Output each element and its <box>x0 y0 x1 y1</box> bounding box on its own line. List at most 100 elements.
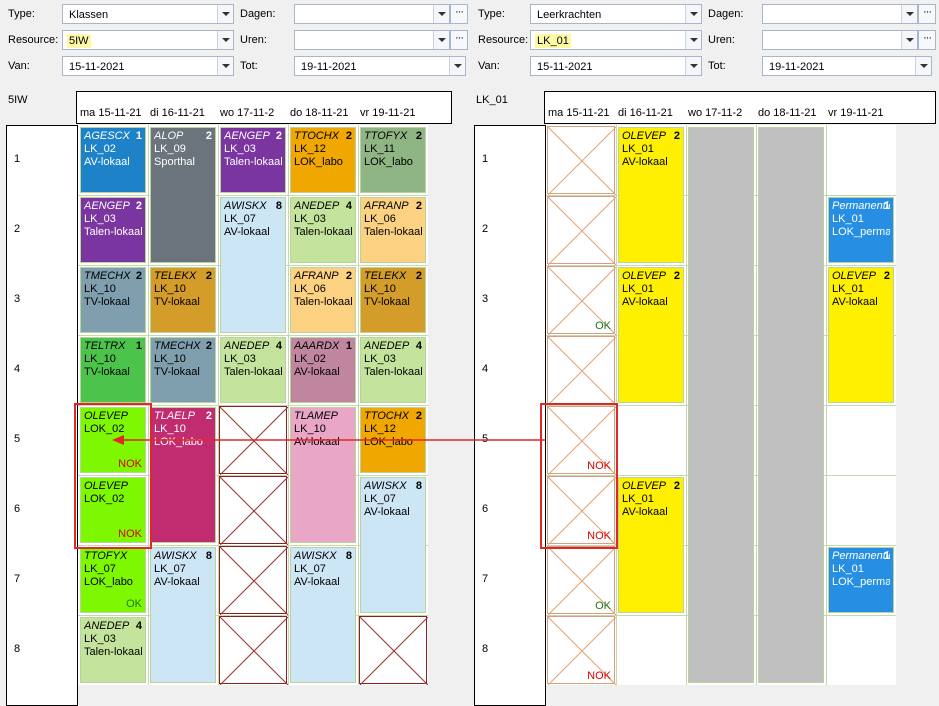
chevron-down-icon[interactable] <box>685 31 701 49</box>
chevron-down-icon[interactable] <box>901 5 917 23</box>
unavailable-slot[interactable] <box>547 336 616 405</box>
uren-more-button[interactable]: ··· <box>450 30 468 50</box>
unavailable-slot[interactable] <box>359 616 428 685</box>
chevron-down-icon[interactable] <box>901 31 917 49</box>
cross-icon <box>360 617 428 685</box>
uren-combo[interactable] <box>294 30 450 50</box>
dagen-combo[interactable] <box>762 4 918 24</box>
chevron-down-icon[interactable] <box>217 5 233 23</box>
lesson-cell[interactable]: OLEVEP LK_01 AV-lokaal 2 <box>828 267 894 403</box>
lesson-code: TLAMEP <box>294 410 339 422</box>
dagen-more-button[interactable]: ··· <box>918 4 936 24</box>
teacher-code: LK_10 <box>154 423 186 435</box>
lesson-cell[interactable]: OLEVEP LK_01 AV-lokaal 2 <box>618 477 684 613</box>
resource-combo[interactable]: 5IW <box>62 30 234 50</box>
lesson-cell[interactable]: AWISKX LK_07 AV-lokaal 8 <box>290 547 356 683</box>
unavailable-slot[interactable]: OK <box>547 266 616 335</box>
chevron-down-icon[interactable] <box>433 5 449 23</box>
chevron-down-icon[interactable] <box>433 31 449 49</box>
lesson-cell[interactable] <box>688 127 754 683</box>
unavailable-slot[interactable]: NOK <box>547 616 616 685</box>
grid-line <box>78 615 428 616</box>
lesson-cell[interactable]: TTOFYX LK_11 LOK_labo 2 <box>360 127 426 193</box>
hour-label: 5 <box>482 433 489 445</box>
lesson-code: TELTRX <box>84 340 126 352</box>
grid-line <box>78 545 428 546</box>
chevron-down-icon[interactable] <box>217 57 233 75</box>
lesson-cell[interactable]: AWISKX LK_07 AV-lokaal 8 <box>220 197 286 333</box>
unavailable-slot[interactable] <box>547 126 616 195</box>
lesson-cell[interactable]: ANEDEP LK_03 Talen-lokaal 4 <box>220 337 286 403</box>
schedule-title: LK_01 <box>476 94 508 106</box>
uren-combo[interactable] <box>762 30 918 50</box>
lesson-cell[interactable]: TELTRX LK_10 TV-lokaal 1 <box>80 337 146 403</box>
unavailable-slot[interactable]: NOK <box>547 476 616 545</box>
lesson-cell[interactable]: AENGEP LK_03 Talen-lokaal 2 <box>80 197 146 263</box>
lesson-cell[interactable]: AWISKX LK_07 AV-lokaal 8 <box>150 547 216 683</box>
lesson-cell[interactable]: OLEVEP LK_01 AV-lokaal 2 <box>618 127 684 263</box>
right-pane: Type: Leerkrachten Resource: LK_01 Van: … <box>468 0 939 706</box>
lesson-count: 8 <box>275 200 282 212</box>
van-date-combo[interactable]: 15-11-2021 <box>62 56 234 76</box>
lesson-cell[interactable]: AENGEP LK_03 Talen-lokaal 2 <box>220 127 286 193</box>
lesson-cell[interactable]: ANEDEP LK_03 Talen-lokaal 4 <box>80 617 146 683</box>
lesson-cell[interactable]: ALOP LK_09 Sporthal 2 <box>150 127 216 263</box>
lesson-cell[interactable]: AGESCX LK_02 AV-lokaal 1 <box>80 127 146 193</box>
type-combo[interactable]: Klassen <box>62 4 234 24</box>
unavailable-slot[interactable]: NOK <box>547 406 616 475</box>
unavailable-slot[interactable] <box>219 476 288 545</box>
unavailable-slot[interactable] <box>219 616 288 685</box>
tot-date-combo[interactable]: 19-11-2021 <box>762 56 932 76</box>
hour-label: 3 <box>14 293 21 305</box>
lesson-cell[interactable] <box>758 127 824 683</box>
chevron-down-icon[interactable] <box>685 5 701 23</box>
resource-combo[interactable]: LK_01 <box>530 30 702 50</box>
day-header <box>544 91 936 124</box>
chevron-down-icon[interactable] <box>449 57 465 75</box>
dagen-combo[interactable] <box>294 4 450 24</box>
lesson-cell[interactable]: TTOFYX LK_07 LOK_labo OK <box>80 547 146 613</box>
lesson-cell[interactable]: AAARDX LK_02 AV-lokaal 1 <box>290 337 356 403</box>
lesson-code: OLEVEP <box>84 410 129 422</box>
lesson-cell[interactable]: TLAMEP LK_10 AV-lokaal <box>290 407 356 543</box>
lesson-code: TELEKX <box>364 270 407 282</box>
lesson-cell[interactable]: ANEDEP LK_03 Talen-lokaal 4 <box>360 337 426 403</box>
lesson-cell[interactable]: AFRANP LK_06 Talen-lokaal 2 <box>290 267 356 333</box>
lesson-cell[interactable]: TMECHX LK_10 TV-lokaal 2 <box>150 337 216 403</box>
teacher-code: LK_02 <box>84 143 116 155</box>
van-date-combo[interactable]: 15-11-2021 <box>530 56 702 76</box>
chevron-down-icon[interactable] <box>685 57 701 75</box>
chevron-down-icon[interactable] <box>217 31 233 49</box>
uren-more-button[interactable]: ··· <box>918 30 936 50</box>
type-combo[interactable]: Leerkrachten <box>530 4 702 24</box>
resource-label: Resource: <box>478 34 529 46</box>
vertical-scrollbar[interactable] <box>452 91 466 706</box>
tot-date-combo[interactable]: 19-11-2021 <box>294 56 466 76</box>
status-label: OK <box>126 598 142 610</box>
lesson-cell[interactable]: TELEKX LK_10 TV-lokaal 2 <box>360 267 426 333</box>
lesson-code: AWISKX <box>224 200 267 212</box>
lesson-cell[interactable]: TLAELP LK_10 LOK_labo 2 <box>150 407 216 543</box>
lesson-cell[interactable]: TELEKX LK_10 TV-lokaal 2 <box>150 267 216 333</box>
teacher-code: LK_07 <box>154 563 186 575</box>
cross-icon <box>220 617 288 685</box>
lesson-cell[interactable]: AWISKX LK_07 AV-lokaal 8 <box>360 477 426 613</box>
lesson-cell[interactable]: TTOCHX LK_12 LOK_labo 2 <box>290 127 356 193</box>
uren-label: Uren: <box>708 34 735 46</box>
dagen-more-button[interactable]: ··· <box>450 4 468 24</box>
unavailable-slot[interactable] <box>547 196 616 265</box>
unavailable-slot[interactable]: OK <box>547 546 616 615</box>
left-pane: Type: Klassen Resource: 5IW Van: 15-11-2… <box>0 0 468 706</box>
lesson-cell[interactable]: OLEVEP LK_01 AV-lokaal 2 <box>618 267 684 403</box>
teacher-code: LK_10 <box>84 353 116 365</box>
lesson-cell[interactable]: TMECHX LK_10 TV-lokaal 2 <box>80 267 146 333</box>
unavailable-slot[interactable] <box>219 546 288 615</box>
lesson-cell[interactable]: OLEVEP LOK_02 NOK <box>80 477 146 543</box>
lesson-count: 2 <box>673 130 680 142</box>
lesson-code: Permanentie <box>832 550 890 562</box>
lesson-cell[interactable]: AFRANP LK_06 Talen-lokaal 2 <box>360 197 426 263</box>
lesson-cell[interactable]: ANEDEP LK_03 Talen-lokaal 4 <box>290 197 356 263</box>
chevron-down-icon[interactable] <box>915 57 931 75</box>
